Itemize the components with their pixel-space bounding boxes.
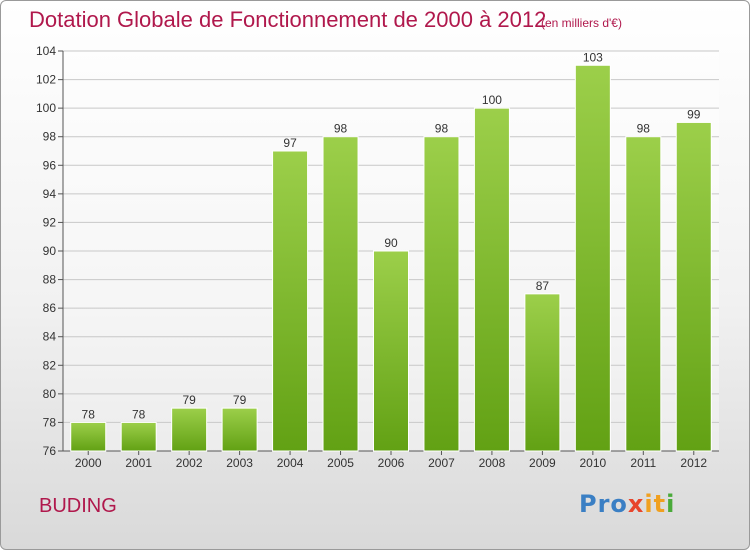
bar-2007 — [423, 136, 460, 452]
y-tick-label: 90 — [43, 244, 57, 258]
x-tick-label-2003: 2003 — [226, 456, 253, 470]
data-label-2001: 78 — [132, 407, 146, 421]
logo-part-3: it — [644, 490, 667, 518]
y-tick-label: 100 — [36, 101, 56, 115]
y-tick-label: 76 — [43, 444, 57, 458]
y-tick-label: 86 — [43, 301, 57, 315]
bar-2000 — [70, 421, 107, 452]
x-tick-label-2008: 2008 — [479, 456, 506, 470]
x-tick-label-2005: 2005 — [327, 456, 354, 470]
unit-note: (en milliers d'€) — [541, 16, 622, 30]
y-tick-label: 92 — [43, 215, 57, 229]
logo-part-4: i — [666, 490, 676, 518]
data-label-2010: 103 — [583, 50, 603, 64]
bar-2002 — [171, 407, 208, 452]
y-tick-label: 80 — [43, 387, 57, 401]
y-tick-label: 82 — [43, 358, 57, 372]
bar-2001 — [120, 421, 157, 452]
bar-2008 — [473, 107, 510, 452]
data-label-2011: 98 — [637, 122, 651, 136]
x-tick-label-2001: 2001 — [125, 456, 152, 470]
y-tick-label: 84 — [43, 330, 57, 344]
logo-part-1: Pro — [579, 490, 628, 518]
commune-name: BUDING — [39, 495, 117, 517]
data-label-2012: 99 — [687, 107, 701, 121]
data-label-2004: 97 — [283, 136, 297, 150]
y-tick-label: 98 — [43, 130, 57, 144]
bar-2011 — [625, 136, 662, 452]
proxiti-logo: Proxiti — [579, 490, 675, 518]
bar-2004 — [272, 150, 309, 452]
data-label-2000: 78 — [82, 407, 96, 421]
y-tick-label: 78 — [43, 415, 57, 429]
data-label-2007: 98 — [435, 122, 449, 136]
data-label-2009: 87 — [536, 279, 550, 293]
bar-2003 — [221, 407, 258, 452]
data-label-2003: 79 — [233, 393, 247, 407]
x-tick-label-2002: 2002 — [176, 456, 203, 470]
x-tick-label-2006: 2006 — [378, 456, 405, 470]
y-tick-label: 94 — [43, 187, 57, 201]
bar-2006 — [373, 250, 409, 452]
bar-2005 — [322, 136, 359, 452]
x-tick-label-2011: 2011 — [630, 456, 656, 470]
x-tick-label-2009: 2009 — [529, 456, 556, 470]
y-tick-label: 102 — [36, 73, 56, 87]
x-tick-label-2007: 2007 — [428, 456, 455, 470]
data-label-2005: 98 — [334, 122, 348, 136]
x-tick-label-2010: 2010 — [579, 456, 606, 470]
chart-title: Dotation Globale de Fonctionnement de 20… — [29, 7, 547, 32]
data-label-2002: 79 — [182, 393, 196, 407]
bar-2010 — [574, 64, 611, 452]
bar-2012 — [675, 121, 712, 452]
bar-2009 — [524, 293, 561, 452]
y-tick-label: 96 — [43, 158, 57, 172]
data-label-2006: 90 — [384, 236, 398, 250]
y-tick-label: 104 — [36, 44, 56, 58]
x-tick-label-2012: 2012 — [680, 456, 707, 470]
x-tick-label-2000: 2000 — [75, 456, 102, 470]
y-tick-label: 88 — [43, 273, 57, 287]
x-tick-label-2004: 2004 — [277, 456, 304, 470]
data-label-2008: 100 — [482, 93, 502, 107]
logo-part-2: x — [627, 490, 645, 518]
